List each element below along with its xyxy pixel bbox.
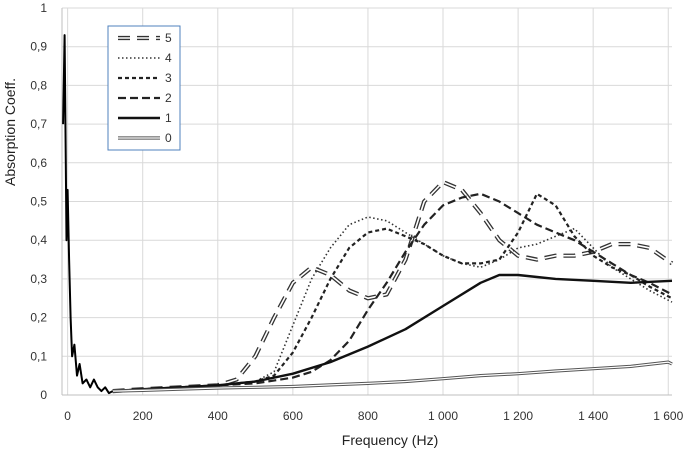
- x-tick-label: 200: [133, 409, 153, 423]
- y-axis-label: Absorption Coeff.: [2, 78, 18, 186]
- x-tick-label: 400: [208, 409, 228, 423]
- legend-label: 3: [165, 71, 172, 85]
- y-tick-label: 1: [40, 1, 47, 15]
- legend-entry-1: 1: [118, 111, 172, 125]
- series-line-5: [112, 180, 674, 394]
- series-path: [62, 34, 114, 395]
- series-line-1: [112, 273, 673, 393]
- series-group: [62, 34, 674, 395]
- legend-box: [107, 25, 181, 151]
- series-line-0: [112, 360, 673, 393]
- legend-entry-3: 3: [118, 71, 172, 85]
- y-tick-label: 0,7: [30, 117, 47, 131]
- y-tick-label: 0,2: [30, 311, 47, 325]
- legend-entry-0: 0: [118, 131, 172, 145]
- legend-label: 1: [165, 111, 172, 125]
- legend: 5 4 3 2 1 0: [107, 25, 181, 151]
- series-path: [112, 181, 673, 392]
- y-tick-label: 0,8: [30, 78, 47, 92]
- x-tick-label: 1 600: [653, 409, 683, 423]
- series-path: [112, 273, 673, 393]
- x-tick-label: 1 400: [578, 409, 608, 423]
- x-tick-label: 600: [283, 409, 303, 423]
- y-tick-label: 0,3: [30, 272, 47, 286]
- y-tick-label: 0,9: [30, 40, 47, 54]
- series-path: [112, 361, 673, 392]
- y-tick-label: 0,1: [30, 349, 47, 363]
- y-tick-label: 0,6: [30, 156, 47, 170]
- legend-entry-5: 5: [118, 31, 172, 45]
- series-line-low-freq: [62, 34, 114, 395]
- x-tick-labels: 0 200 400 600 800 1 000 1 200 1 400 1 600: [64, 409, 683, 423]
- series-line-2: [112, 192, 673, 393]
- y-tick-label: 0: [40, 388, 47, 402]
- x-tick-label: 800: [358, 409, 378, 423]
- series-path: [112, 192, 673, 393]
- x-tick-label: 1 000: [428, 409, 458, 423]
- legend-entry-4: 4: [118, 51, 172, 65]
- legend-label: 5: [165, 31, 172, 45]
- legend-entry-2: 2: [118, 91, 172, 105]
- x-tick-label: 0: [64, 409, 71, 423]
- x-axis-label: Frequency (Hz): [342, 432, 438, 448]
- y-tick-label: 0,4: [30, 233, 47, 247]
- legend-label: 0: [165, 131, 172, 145]
- x-tick-label: 1 200: [503, 409, 533, 423]
- legend-label: 4: [165, 51, 172, 65]
- legend-label: 2: [165, 91, 172, 105]
- y-tick-labels: 0 0,1 0,2 0,3 0,4 0,5 0,6 0,7 0,8 0,9 1: [30, 1, 47, 402]
- y-tick-label: 0,5: [30, 195, 47, 209]
